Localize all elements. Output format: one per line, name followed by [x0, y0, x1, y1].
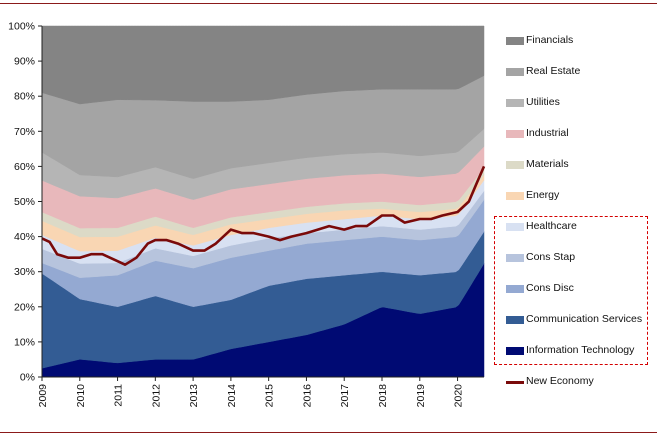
legend-label: Communication Services [526, 313, 643, 325]
y-tick-label: 50% [14, 196, 35, 208]
legend-label: Information Technology [526, 344, 635, 356]
legend-label: Financials [526, 34, 574, 46]
y-tick-label: 90% [14, 56, 35, 68]
x-tick-label: 2014 [226, 384, 238, 408]
legend-swatch [506, 130, 524, 138]
legend-swatch [506, 381, 524, 384]
legend-label: Utilities [526, 96, 560, 108]
x-tick-label: 2019 [415, 384, 427, 408]
legend-label: Materials [526, 158, 569, 170]
y-tick-label: 10% [14, 336, 35, 348]
y-tick-label: 30% [14, 266, 35, 278]
x-tick-label: 2013 [188, 384, 200, 408]
legend-label: Cons Stap [526, 251, 576, 263]
legend-label: Real Estate [526, 65, 581, 77]
axes: 0% 10% 20% 30% 40% 50% 60% 70% 80% 90% 100% 2009 201… [8, 21, 484, 408]
x-tick-label: 2010 [75, 384, 87, 408]
x-tick-label: 2009 [37, 384, 49, 408]
new-economy-highlight-box [494, 216, 648, 365]
legend-swatch [506, 347, 524, 355]
legend-swatch [506, 254, 524, 262]
x-tick-label: 2020 [453, 384, 465, 408]
legend-label: Energy [526, 189, 560, 201]
legend-label: Healthcare [526, 220, 577, 232]
line-new-economy [41, 165, 486, 266]
new-economy-line-layer [41, 165, 486, 266]
x-tick-label: 2016 [301, 384, 313, 408]
x-tick-label: 2018 [377, 384, 389, 408]
legend-swatch [506, 192, 524, 200]
y-tick-label: 40% [14, 231, 35, 243]
legend-swatch [506, 68, 524, 76]
legend-label: Cons Disc [526, 282, 574, 294]
legend-swatch [506, 161, 524, 169]
stacked-area-layers [41, 25, 485, 378]
top-rule [0, 3, 657, 4]
y-tick-label: 20% [14, 301, 35, 313]
y-tick-label: 70% [14, 126, 35, 138]
area-financials [41, 25, 485, 105]
y-tick-label: 60% [14, 161, 35, 173]
legend-label: Industrial [526, 127, 569, 139]
y-tick-label: 80% [14, 91, 35, 103]
x-tick-label: 2017 [339, 384, 351, 408]
y-tick-label: 0% [20, 372, 35, 384]
x-tick-label: 2015 [264, 384, 276, 408]
legend-swatch [506, 37, 524, 45]
y-tick-label: 100% [8, 21, 35, 33]
legend-swatch [506, 285, 524, 293]
x-tick-label: 2011 [113, 384, 125, 407]
legend-swatch [506, 316, 524, 324]
legend-swatch [506, 223, 524, 231]
bottom-rule [0, 432, 657, 433]
x-tick-label: 2012 [150, 384, 162, 408]
legend-label: New Economy [526, 375, 594, 387]
legend-swatch [506, 99, 524, 107]
